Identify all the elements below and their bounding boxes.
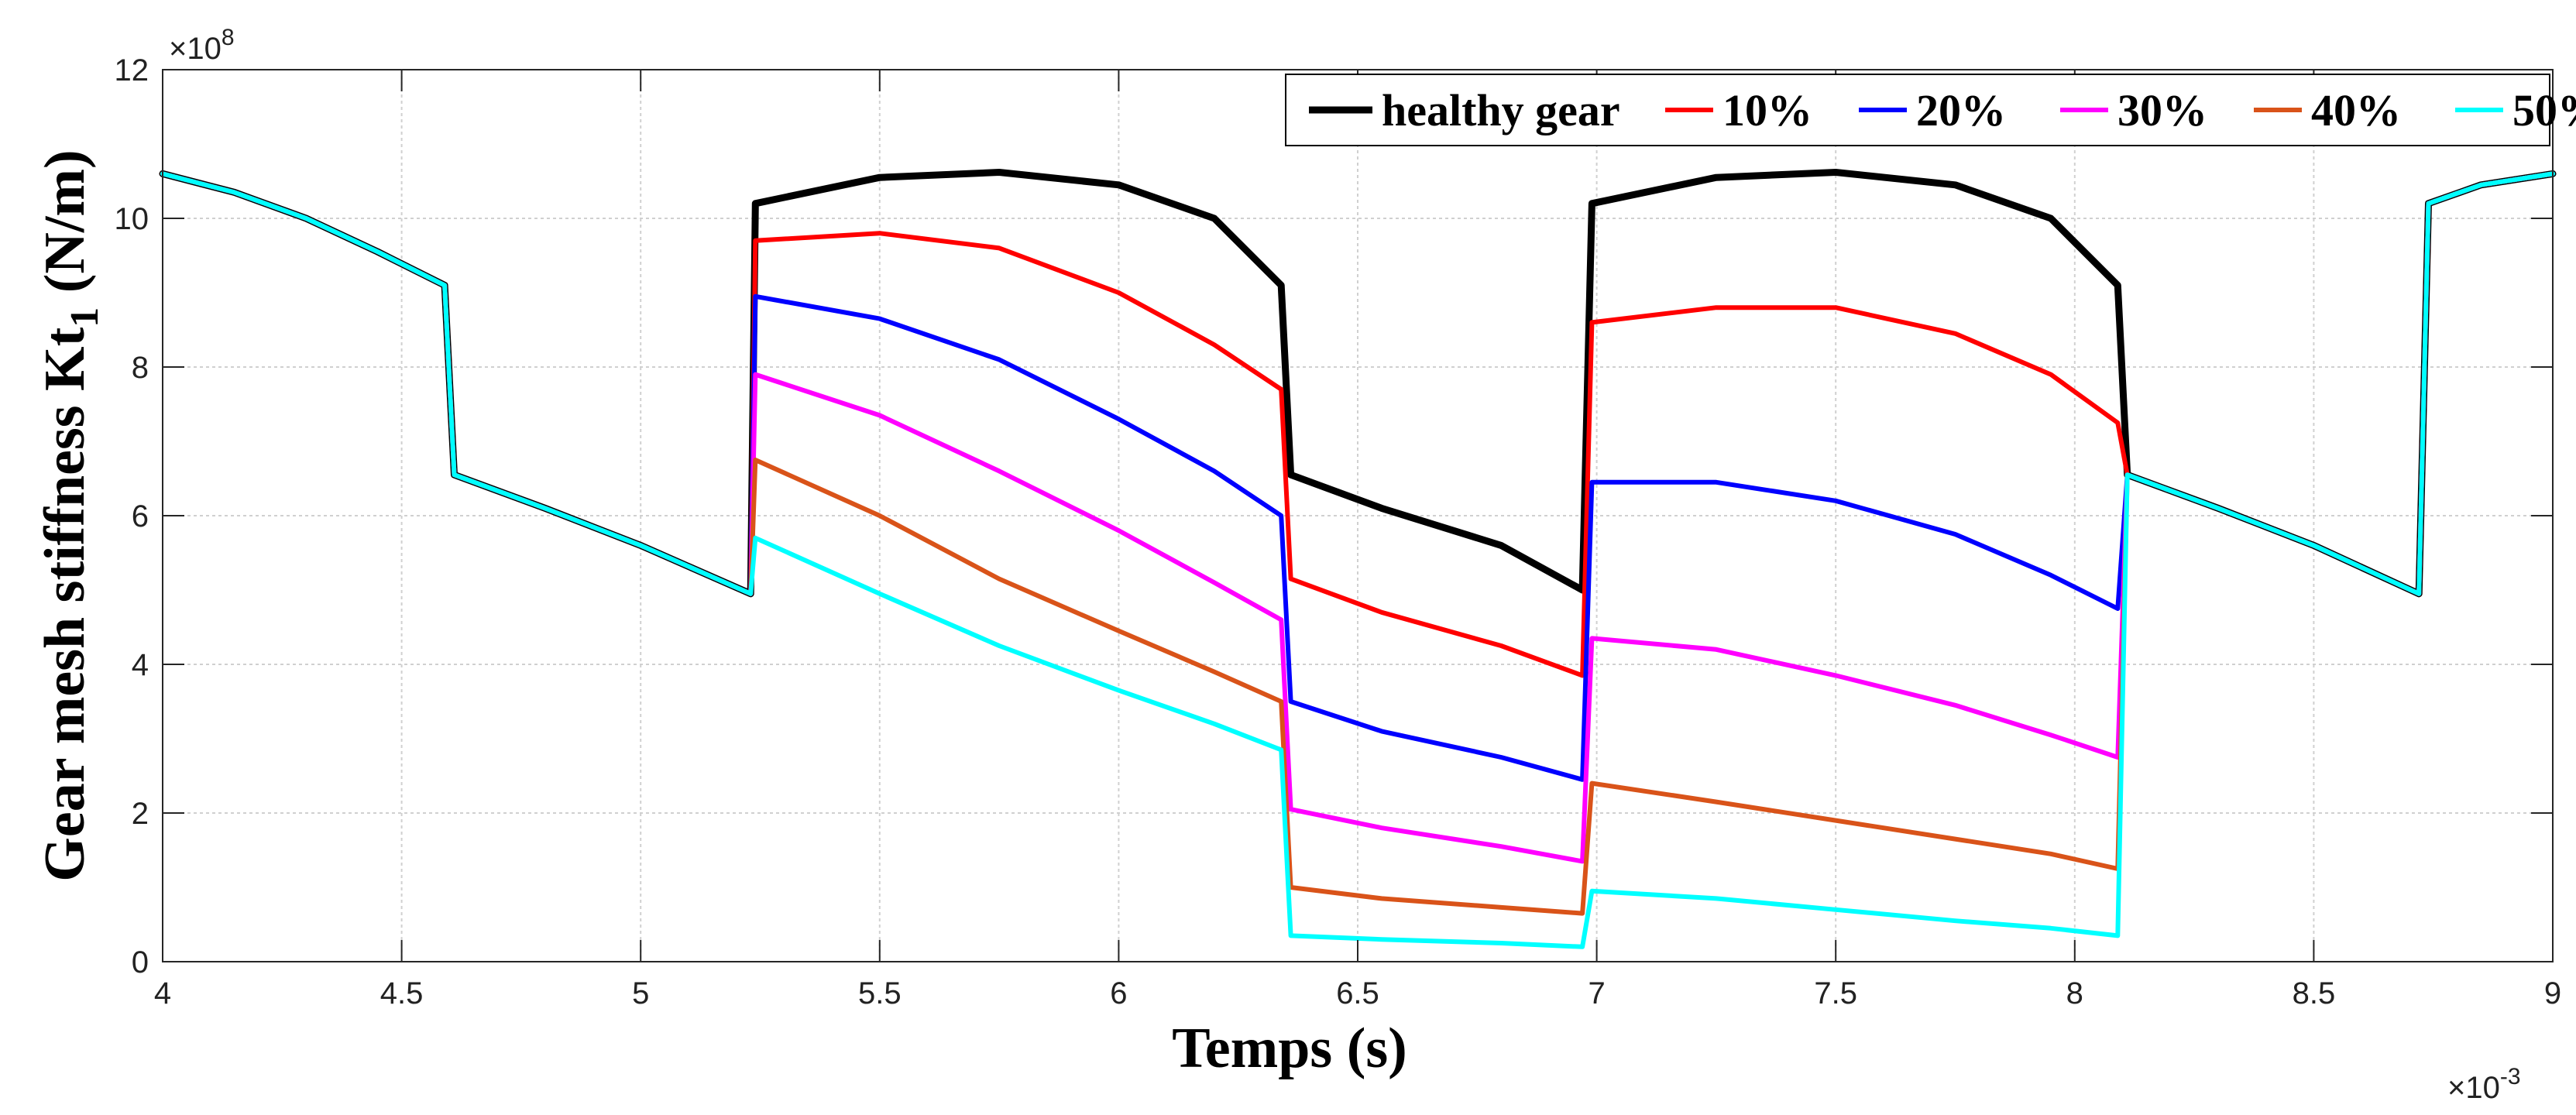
y-tick-label: 0 (132, 945, 149, 979)
legend-label: 30% (2117, 85, 2207, 136)
x-tick-label: 5 (632, 976, 649, 1010)
y-exponent-sup: 8 (222, 25, 235, 50)
legend-label: 20% (1916, 85, 2006, 136)
x-tick-label: 5.5 (858, 976, 902, 1010)
x-tick-label: 7 (1588, 976, 1605, 1010)
ticks: 4 4.5 5 5.5 6 6.5 7 7.5 8 8.5 9 0 2 4 6 8 10 12 (115, 53, 2562, 1010)
x-exponent-label: ×10-3 (2447, 1064, 2521, 1105)
x-tick-label: 4 (154, 976, 171, 1010)
x-axis-title: Temps (s) (1172, 1017, 1407, 1080)
x-tick-label: 6.5 (1336, 976, 1379, 1010)
x-tick-label: 9 (2544, 976, 2561, 1010)
y-tick-label: 10 (115, 202, 149, 236)
y-exponent-label: ×108 (169, 25, 235, 66)
legend-box (1285, 74, 2550, 146)
y-tick-label: 8 (132, 351, 149, 385)
y-tick-label: 6 (132, 499, 149, 533)
legend-label: 40% (2311, 85, 2401, 136)
x-tick-label: 8 (2066, 976, 2083, 1010)
legend-label: healthy gear (1382, 85, 1620, 136)
legend-label: 10% (1722, 85, 1812, 136)
y-tick-label: 12 (115, 53, 149, 87)
x-tick-label: 6 (1110, 976, 1127, 1010)
x-tick-label: 8.5 (2293, 976, 2336, 1010)
y-axis-title-units: (N/m) (33, 149, 97, 307)
x-tick-label: 4.5 (380, 976, 424, 1010)
series-line-50pct (160, 171, 2555, 949)
y-axis-title-subscript: 1 (63, 307, 107, 328)
x-exponent-sup: -3 (2500, 1064, 2521, 1089)
y-tick-label: 4 (132, 648, 149, 682)
x-tick-label: 7.5 (1814, 976, 1857, 1010)
legend-label: 50% (2512, 85, 2576, 136)
legend: healthy gear 10% 20% 30% 40% 50% (1285, 74, 2576, 146)
y-axis-title: Gear mesh stiffness Kt1 (N/m) (33, 149, 107, 881)
series-group (159, 169, 2557, 949)
y-tick-label: 2 (132, 797, 149, 831)
